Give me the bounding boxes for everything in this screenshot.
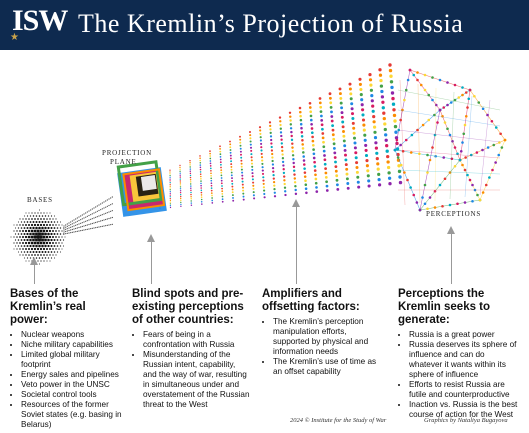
arrow-4: [451, 232, 452, 284]
logo-text: ISW: [12, 4, 68, 37]
column-heading: Perceptions the Kremlin seeks to generat…: [398, 288, 491, 326]
column-heading: Blind spots and pre-existing perceptions…: [132, 288, 244, 326]
list-item: Efforts to resist Russia are futile and …: [409, 380, 520, 400]
projection-rays: [159, 63, 403, 210]
list-item: Russia deserves its sphere of influence …: [409, 340, 520, 380]
list-item: Niche military capabilities: [21, 340, 125, 350]
projection-diagram: [10, 63, 507, 265]
arrow-head-2: [147, 234, 155, 242]
label-projection-plane-1: PROJECTION: [102, 149, 153, 157]
list-item: Misunderstanding of the Russian intent, …: [143, 350, 250, 410]
column-list: Russia is a great powerRussia deserves i…: [398, 330, 520, 420]
arrow-2: [151, 240, 152, 284]
list-item: Fears of being in a confrontation with R…: [143, 330, 250, 350]
column-bases: Bases of the Kremlin’s real power: Nucle…: [10, 288, 125, 430]
list-item: The Kremlin’s perception manipulation ef…: [273, 317, 382, 357]
column-heading: Bases of the Kremlin’s real power:: [10, 288, 86, 326]
footer-credit: Graphics by Nataliya Bugayova: [424, 417, 508, 424]
column-list: Nuclear weaponsNiche military capabiliti…: [10, 330, 125, 430]
column-list: The Kremlin’s perception manipulation ef…: [262, 317, 382, 377]
column-amplifiers: Amplifiers and offsetting factors: The K…: [262, 288, 382, 377]
arrow-head-3: [292, 199, 300, 207]
isw-logo: ISW ★: [6, 4, 68, 46]
column-blind-spots: Blind spots and pre-existing perceptions…: [132, 288, 250, 410]
list-item: Societal control tools: [21, 390, 125, 400]
column-heading: Amplifiers and offsetting factors:: [262, 288, 360, 313]
list-item: Resources of the former Soviet states (e…: [21, 400, 125, 430]
column-perceptions: Perceptions the Kremlin seeks to generat…: [398, 288, 520, 420]
column-list: Fears of being in a confrontation with R…: [132, 330, 250, 410]
list-item: The Kremlin’s use of time as an offset c…: [273, 357, 382, 377]
list-item: Inaction vs. Russia is the best course o…: [409, 400, 520, 420]
arrow-head-4: [447, 226, 455, 234]
label-projection-plane-2: PLANE: [110, 158, 137, 166]
list-item: Limited global military footprint: [21, 350, 125, 370]
page-title: The Kremlin’s Projection of Russia: [78, 9, 464, 38]
perceptions-shape: [393, 68, 507, 212]
list-item: Russia is a great power: [409, 330, 520, 340]
projection-plane: [116, 160, 167, 217]
footer-copyright: 2024 © Institute for the Study of War: [290, 417, 387, 424]
arrow-3: [296, 205, 297, 284]
header-banner: ISW ★ The Kremlin’s Projection of Russia: [0, 0, 529, 50]
arrow-head-1: [30, 257, 38, 265]
star-icon: ★: [10, 32, 19, 43]
label-bases: BASES: [27, 196, 53, 204]
arrow-1: [34, 262, 35, 284]
list-item: Energy sales and pipelines: [21, 370, 125, 380]
list-item: Veto power in the UNSC: [21, 380, 125, 390]
bases-sphere: [10, 196, 113, 265]
list-item: Nuclear weapons: [21, 330, 125, 340]
label-perceptions: PERCEPTIONS: [426, 210, 482, 218]
